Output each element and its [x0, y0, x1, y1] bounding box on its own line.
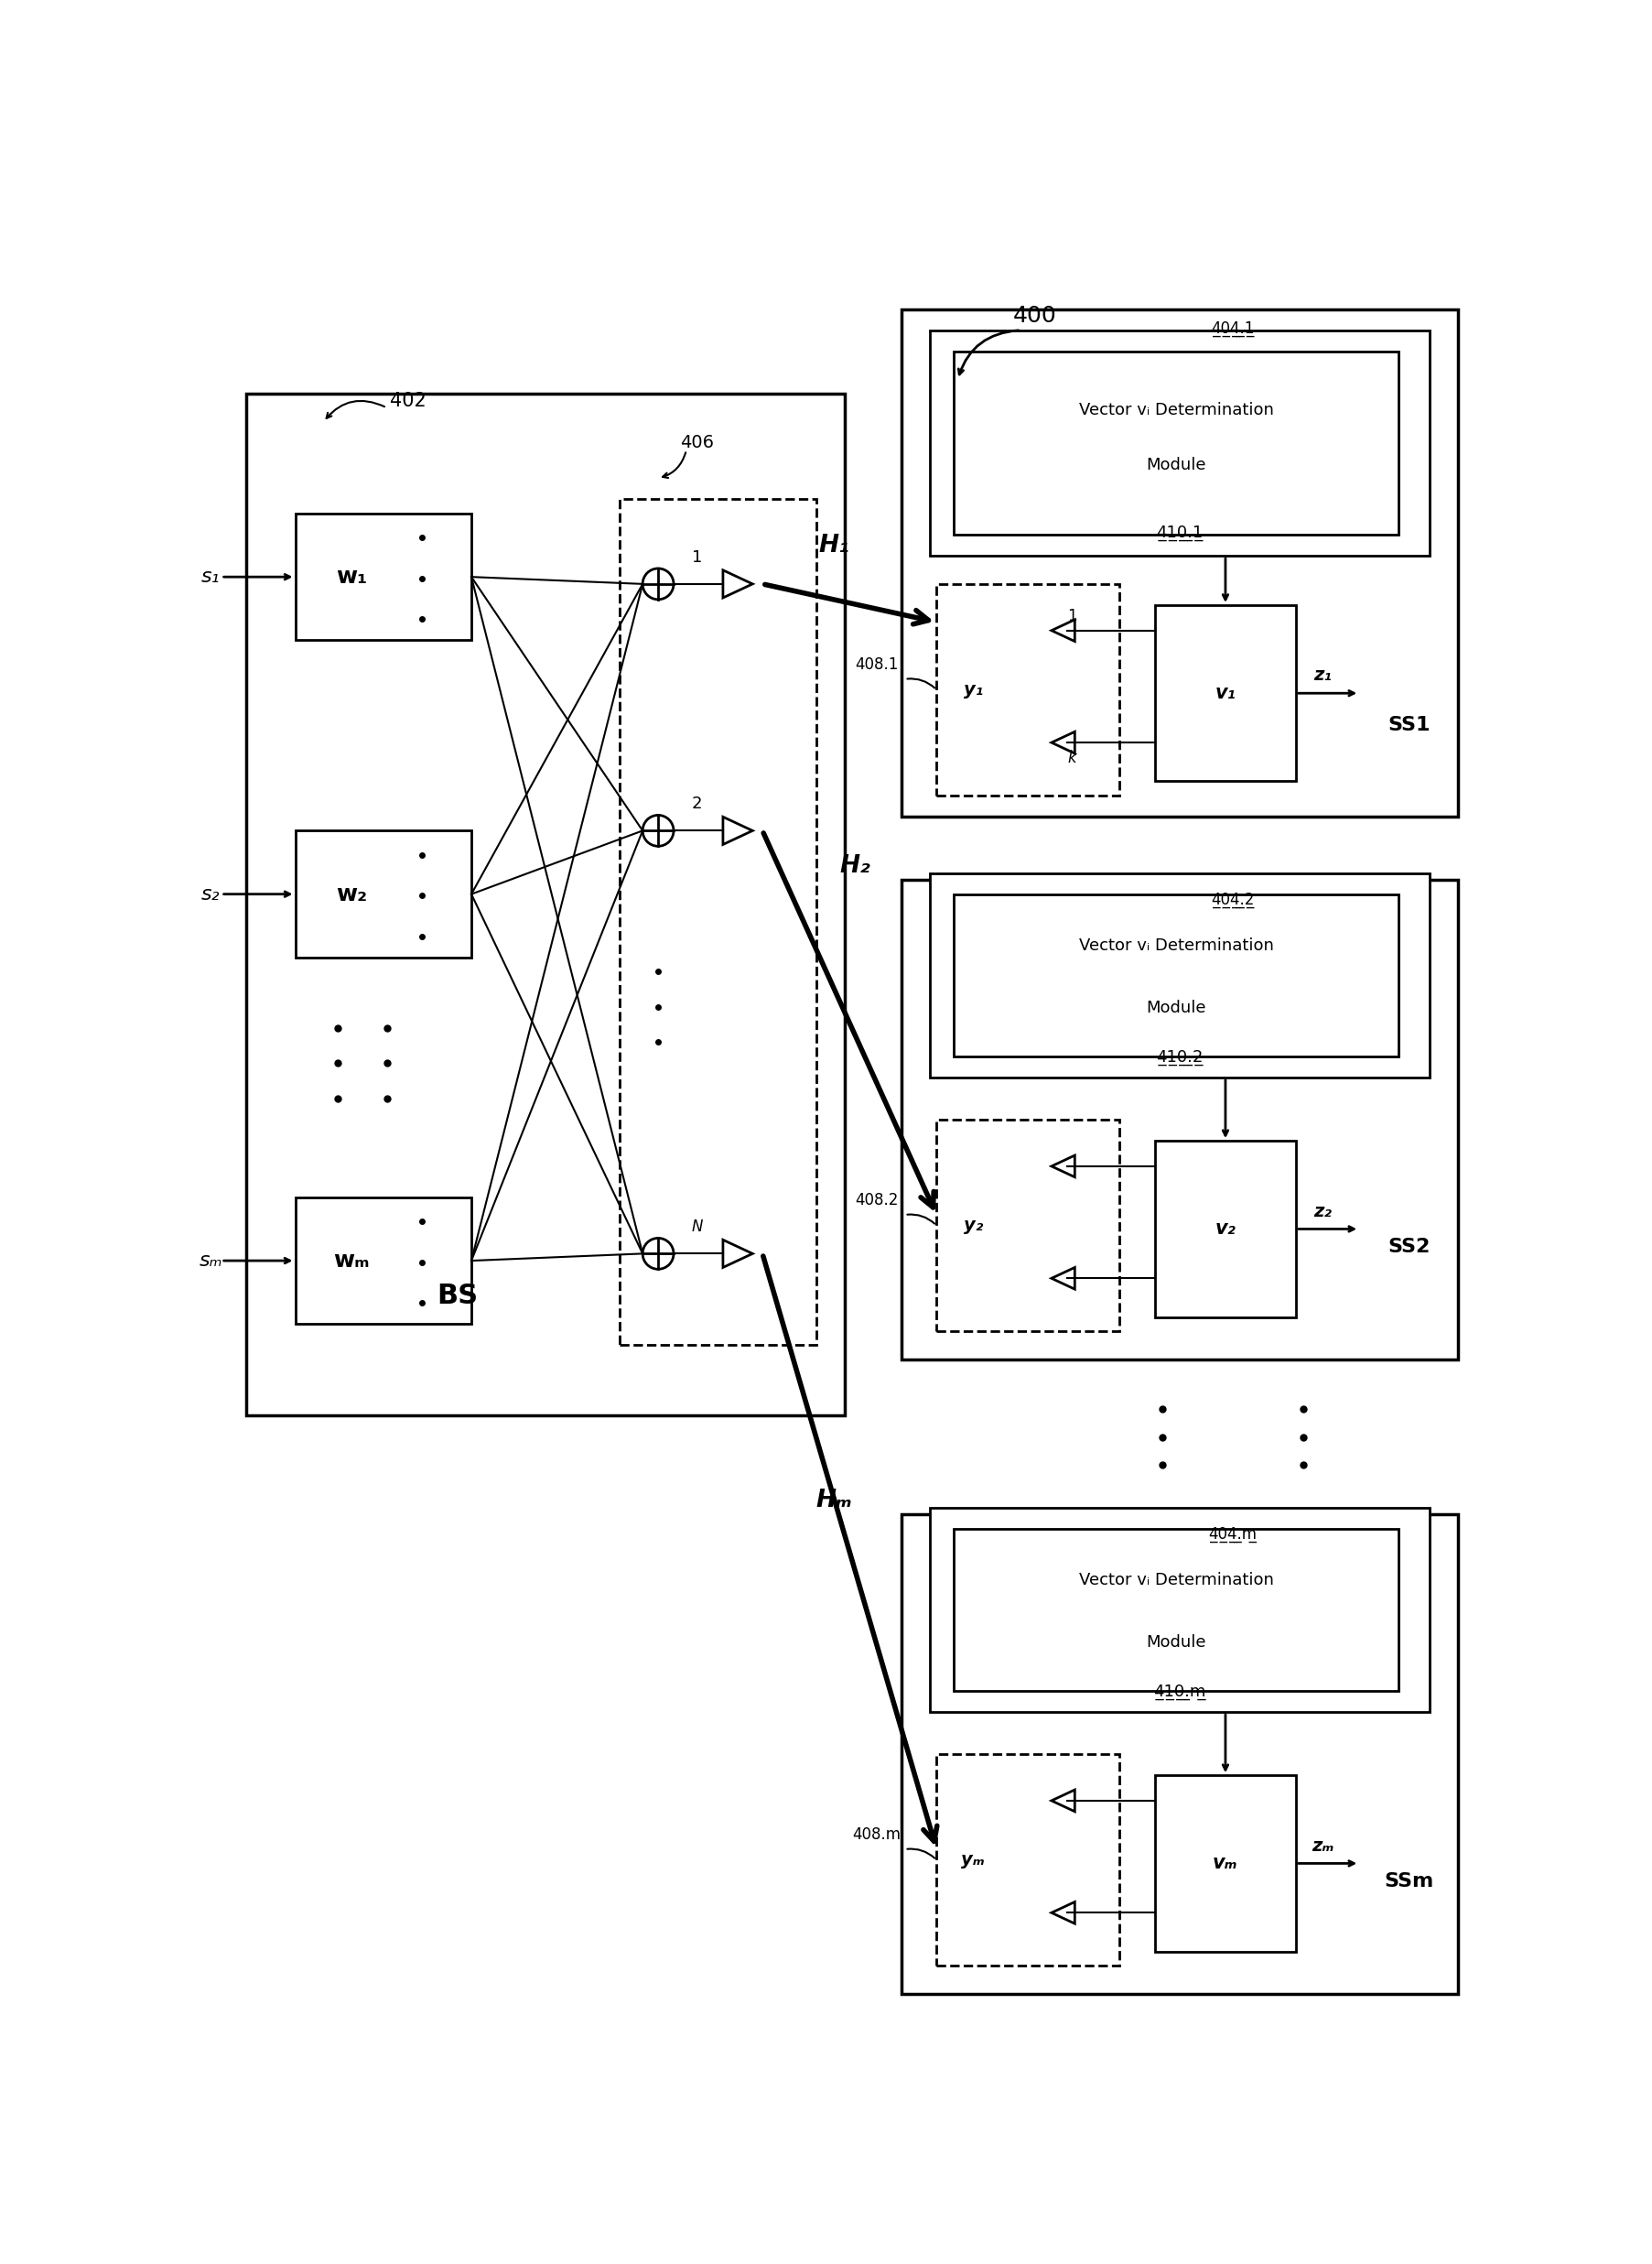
Text: wₘ: wₘ	[334, 1250, 370, 1272]
Text: k: k	[1067, 749, 1077, 765]
Bar	[902, 881, 1459, 1358]
Text: 4̲0̲4̲.̲m̲: 4̲0̲4̲.̲m̲	[1208, 1526, 1257, 1542]
Text: 4̲1̲0̲.̲1̲: 4̲1̲0̲.̲1̲	[1156, 525, 1203, 541]
Text: Module: Module	[1146, 457, 1206, 473]
Bar	[1155, 604, 1295, 781]
Bar	[955, 894, 1398, 1057]
Text: SSm: SSm	[1384, 1872, 1434, 1890]
Text: s₂: s₂	[202, 885, 220, 903]
Text: SS1: SS1	[1388, 715, 1431, 734]
Bar	[930, 1508, 1431, 1712]
Text: z₁: z₁	[1313, 668, 1332, 684]
Text: SS2: SS2	[1388, 1238, 1431, 1257]
Text: 406: 406	[681, 435, 714, 453]
Text: Vector vᵢ Determination: Vector vᵢ Determination	[1079, 1571, 1274, 1589]
Text: w₁: w₁	[335, 566, 367, 589]
Text: H₁: H₁	[819, 534, 849, 557]
Text: 400: 400	[1013, 306, 1057, 326]
Bar	[296, 831, 471, 958]
Text: sₘ: sₘ	[198, 1252, 223, 1270]
Text: 4̲0̲4̲.̲1̲: 4̲0̲4̲.̲1̲	[1211, 321, 1254, 337]
Text: 4̲1̲0̲.̲m̲: 4̲1̲0̲.̲m̲	[1153, 1684, 1206, 1700]
Text: 408.1: 408.1	[856, 657, 899, 672]
Text: Hₘ: Hₘ	[816, 1487, 852, 1512]
Bar	[902, 1515, 1459, 1995]
Text: Module: Module	[1146, 998, 1206, 1017]
Text: w₂: w₂	[335, 883, 367, 906]
Text: Vector vᵢ Determination: Vector vᵢ Determination	[1079, 401, 1274, 419]
Text: 1: 1	[1067, 609, 1077, 625]
Text: v₂: v₂	[1214, 1220, 1236, 1238]
Bar	[296, 1198, 471, 1324]
Text: 408.2: 408.2	[856, 1191, 899, 1209]
Text: vₘ: vₘ	[1213, 1854, 1237, 1872]
Bar	[296, 514, 471, 641]
Bar	[620, 500, 816, 1345]
Text: 4̲0̲4̲.̲2̲: 4̲0̲4̲.̲2̲	[1211, 892, 1254, 908]
Text: Module: Module	[1146, 1635, 1206, 1650]
Bar	[1155, 1775, 1295, 1952]
Text: y₁: y₁	[963, 681, 983, 697]
Text: v₁: v₁	[1214, 684, 1236, 702]
Text: z₂: z₂	[1313, 1202, 1332, 1220]
Text: 408.m: 408.m	[852, 1827, 900, 1843]
Text: 4̲1̲0̲.̲2̲: 4̲1̲0̲.̲2̲	[1156, 1050, 1203, 1066]
Text: 1: 1	[692, 548, 702, 566]
Bar	[937, 1755, 1120, 1965]
Text: H₂: H₂	[841, 854, 871, 878]
Bar	[937, 584, 1120, 795]
Text: yₘ: yₘ	[961, 1852, 985, 1868]
Bar	[955, 351, 1398, 534]
Bar	[937, 1121, 1120, 1331]
Text: 402: 402	[390, 392, 426, 410]
Text: Vector vᵢ Determination: Vector vᵢ Determination	[1079, 937, 1274, 953]
Bar	[930, 874, 1431, 1078]
Bar	[930, 331, 1431, 555]
Text: BS: BS	[436, 1284, 477, 1309]
Bar	[1155, 1141, 1295, 1318]
Bar	[902, 310, 1459, 817]
Bar	[955, 1528, 1398, 1691]
Text: N: N	[691, 1218, 702, 1236]
Text: 2: 2	[692, 795, 702, 813]
Bar	[246, 394, 844, 1415]
Text: s₁: s₁	[202, 568, 220, 586]
Text: y₂: y₂	[963, 1216, 983, 1234]
Text: zₘ: zₘ	[1312, 1836, 1333, 1854]
